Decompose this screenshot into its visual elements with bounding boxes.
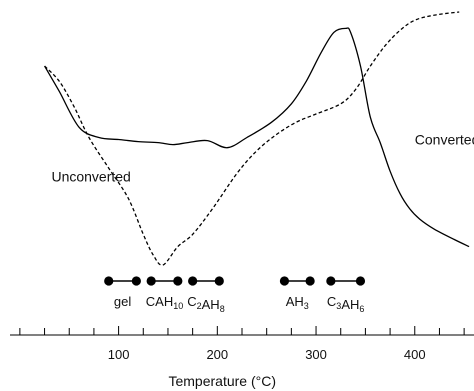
- phase-range-3: AH3: [279, 276, 315, 311]
- phase-range-end-dot: [355, 276, 366, 286]
- phase-range-start-dot: [146, 276, 156, 286]
- phase-label: C2AH8: [187, 294, 224, 314]
- phase-range-start-dot: [104, 276, 114, 286]
- phase-label: C3AH6: [327, 294, 364, 314]
- phase-ranges-group: gel CAH10 C2AH8 AH3 C3AH6: [104, 276, 366, 314]
- phase-range-end-dot: [214, 276, 224, 286]
- series-unconverted-line: [44, 11, 460, 266]
- curves-group: [44, 11, 470, 266]
- phase-range-end-dot: [131, 276, 141, 286]
- phase-range-1: CAH10: [146, 276, 183, 311]
- phase-range-0: gel: [104, 276, 141, 309]
- phase-range-end-dot: [305, 276, 315, 286]
- x-axis-ticks: 100 200 300 400: [19, 326, 465, 362]
- converted-label: Converted: [415, 132, 474, 148]
- phase-range-start-dot: [188, 276, 198, 286]
- phase-label: CAH10: [146, 294, 183, 311]
- phase-range-end-dot: [173, 276, 183, 286]
- x-tick-label: 300: [305, 347, 327, 362]
- unconverted-label: Unconverted: [51, 168, 130, 184]
- phase-label: gel: [114, 294, 131, 309]
- phase-range-start-dot: [326, 276, 336, 286]
- phase-range-4: C3AH6: [326, 276, 366, 314]
- x-axis-label: Temperature (°C): [168, 373, 276, 389]
- x-tick-label: 200: [206, 347, 228, 362]
- x-tick-label: 100: [108, 347, 130, 362]
- x-tick-label: 400: [404, 347, 426, 362]
- phase-range-2: C2AH8: [187, 276, 225, 314]
- phase-range-start-dot: [279, 276, 290, 286]
- phase-label: AH3: [286, 294, 309, 311]
- series-converted-line: [44, 27, 470, 248]
